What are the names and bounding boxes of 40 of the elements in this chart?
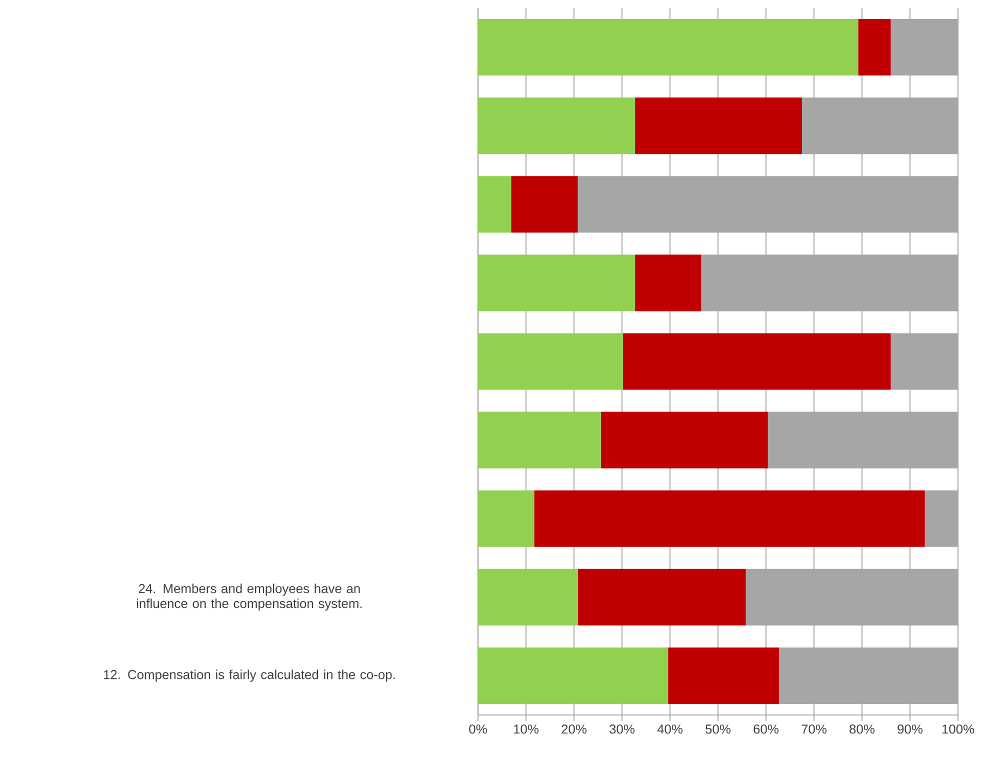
bar — [802, 98, 958, 154]
bar — [534, 490, 925, 547]
bar — [746, 568, 958, 626]
x-tick-label: 30% — [610, 724, 635, 734]
x-tick-label: 40% — [657, 724, 683, 734]
bar — [768, 412, 958, 468]
bar — [622, 333, 891, 390]
x-tick-label: 10% — [514, 724, 539, 734]
bar — [478, 333, 623, 390]
bar — [511, 176, 578, 233]
bar — [858, 19, 891, 76]
bar — [478, 568, 578, 626]
bar — [778, 647, 958, 704]
x-tick-label: 50% — [706, 724, 731, 734]
bar — [701, 254, 958, 312]
bar — [890, 333, 958, 390]
x-tick-label: 60% — [754, 724, 779, 734]
x-tick-label: 20% — [562, 724, 587, 734]
bar — [668, 647, 779, 704]
bar — [600, 412, 768, 468]
x-tick-label: 80% — [850, 724, 875, 734]
bar — [478, 19, 858, 76]
x-tick-label: 90% — [898, 724, 923, 734]
y-tick-label: 12. Compensation is fairly calculated in the co-op. — [104, 670, 395, 682]
bar — [890, 19, 958, 76]
bar — [578, 176, 958, 233]
bar — [578, 568, 746, 626]
x-tick-label: 0% — [469, 724, 487, 734]
bar — [478, 647, 668, 704]
bar — [634, 254, 702, 312]
bar — [478, 254, 635, 312]
x-tick-label: 100% — [942, 724, 974, 734]
y-tick-label: 24. Members and employees have an influence on the compensation system. — [136, 584, 362, 611]
bar — [478, 98, 635, 154]
bar — [478, 490, 534, 547]
bar — [478, 412, 601, 468]
bar — [634, 98, 802, 154]
x-tick-label: 70% — [802, 724, 827, 734]
bar — [478, 176, 512, 233]
bar — [924, 490, 958, 547]
